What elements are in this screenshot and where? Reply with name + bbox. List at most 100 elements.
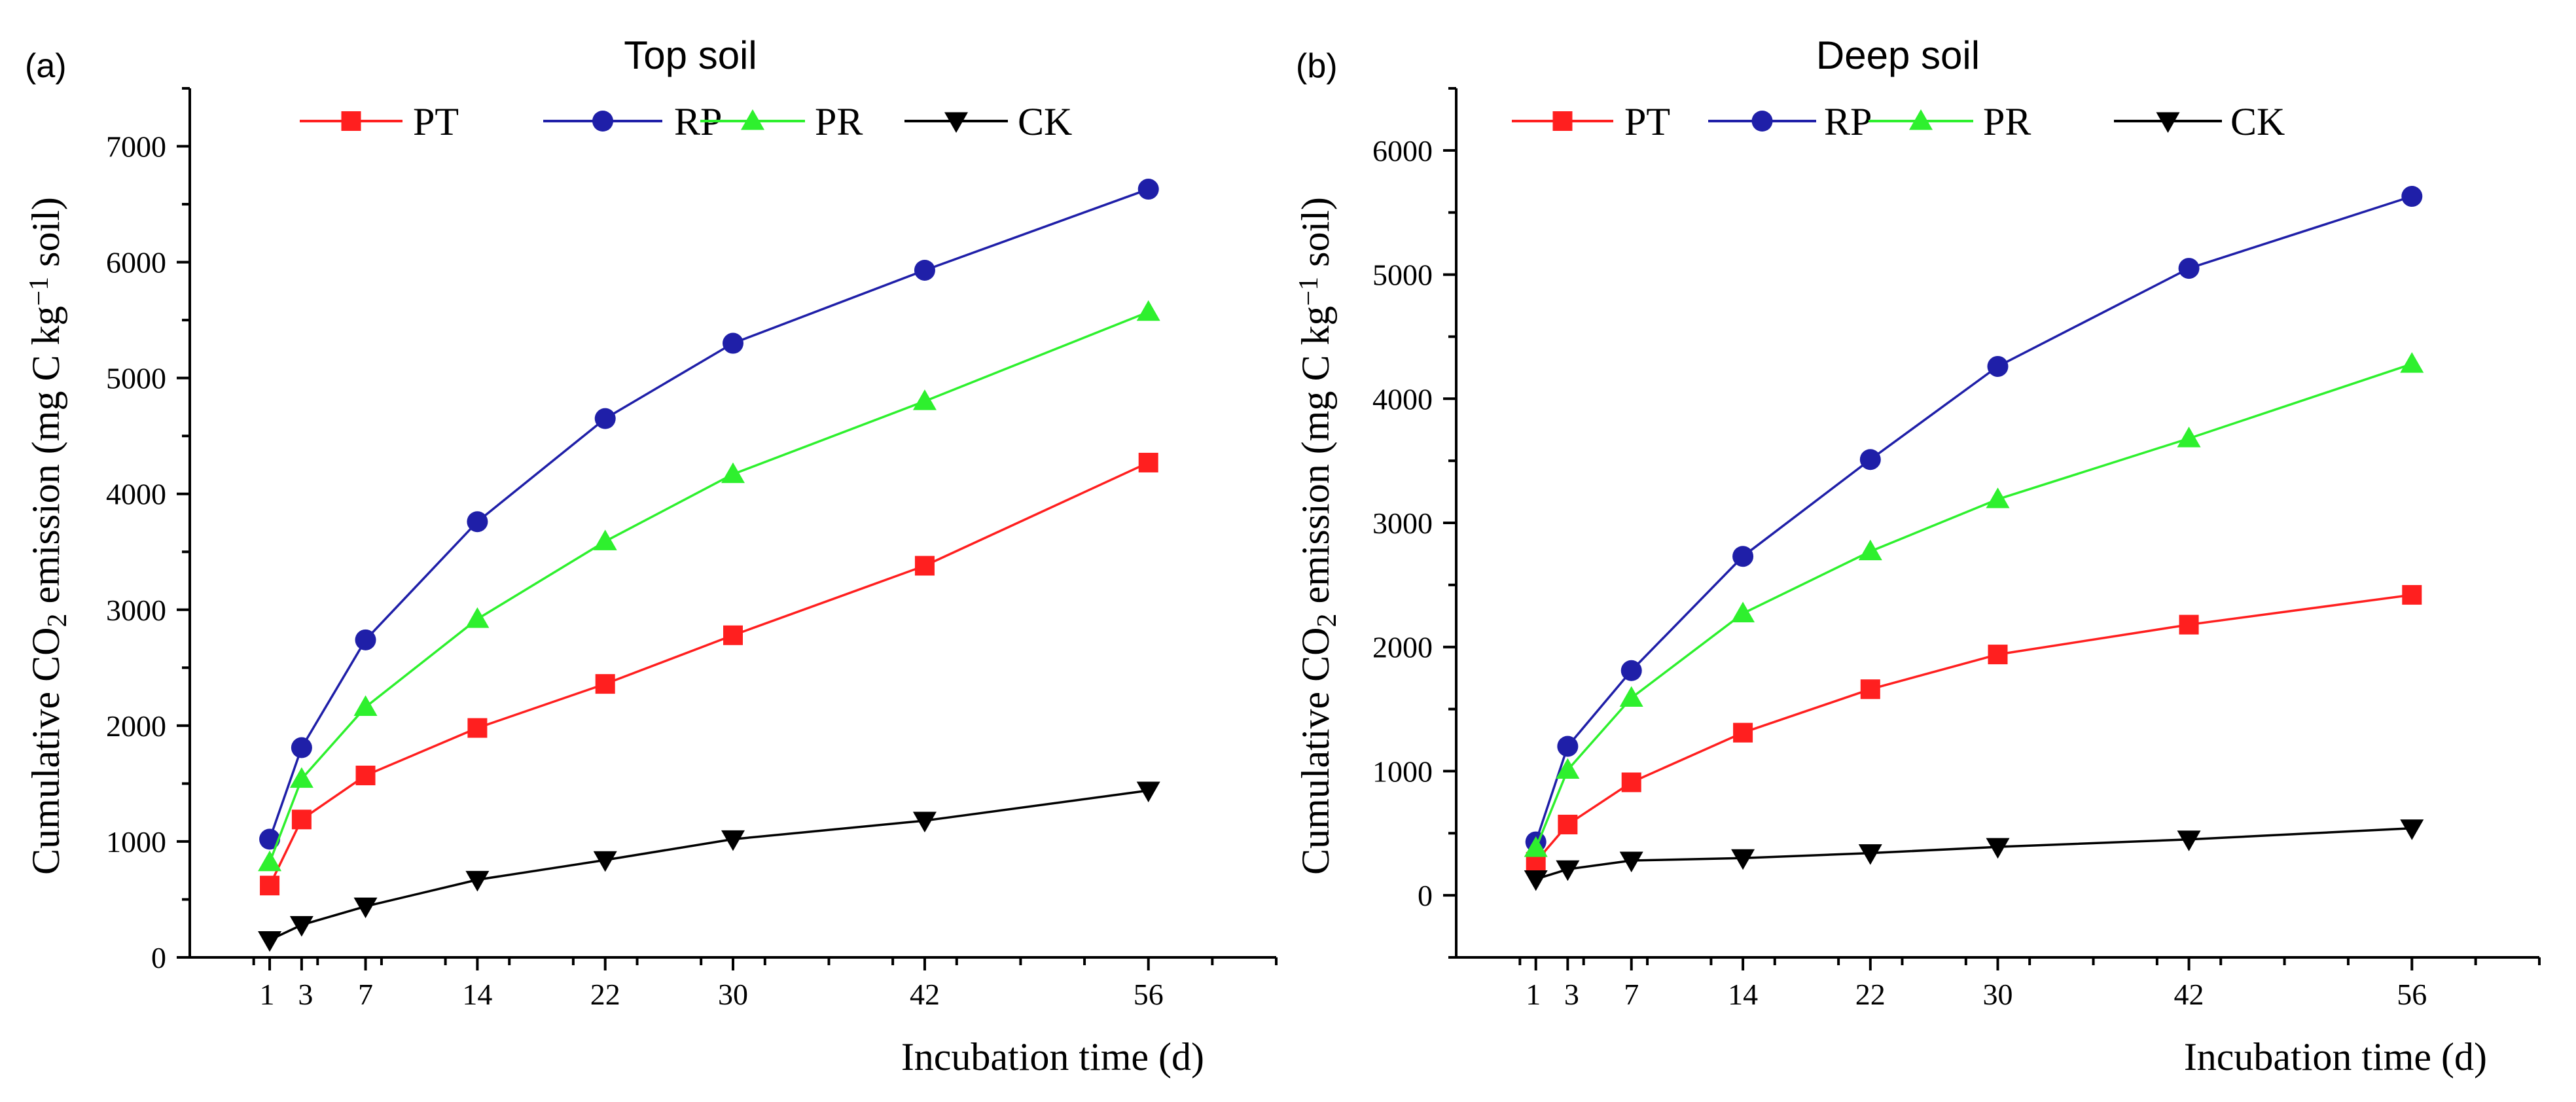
- series-line-pt: [268, 461, 1149, 886]
- data-point-ck: [2400, 819, 2424, 840]
- y-tick-label: 5000: [106, 362, 166, 395]
- data-point-pr: [353, 695, 378, 717]
- y-axis-title-superscript: −1: [1294, 277, 1324, 306]
- data-point-pr: [1858, 539, 1882, 561]
- data-point-pr: [258, 850, 282, 872]
- series-pr: [1524, 352, 2424, 857]
- data-point-rp: [1620, 660, 1642, 681]
- legend-marker: [741, 109, 764, 130]
- y-tick-label: 4000: [1372, 382, 1433, 416]
- data-point-rp: [1137, 179, 1159, 200]
- legend-marker: [944, 112, 968, 133]
- y-tick-label: 0: [1418, 879, 1433, 912]
- data-point-ck: [721, 830, 745, 851]
- legend-marker: [592, 111, 613, 132]
- series-line-pr: [268, 311, 1149, 863]
- data-point-rp: [355, 629, 376, 650]
- data-point-rp: [1732, 546, 1754, 567]
- legend-label: CK: [1018, 100, 1072, 143]
- data-point-pt: [291, 809, 312, 830]
- x-tick-label: 14: [1728, 978, 1758, 1011]
- x-tick-label: 3: [298, 978, 313, 1011]
- data-point-pt: [1558, 815, 1578, 835]
- data-point-pt: [2179, 614, 2199, 635]
- data-point-pr: [1731, 601, 1755, 622]
- y-axis-title-superscript: −1: [24, 277, 54, 306]
- legend-label: PT: [1624, 100, 1670, 143]
- data-point-rp: [1557, 736, 1579, 757]
- x-tick-label: 3: [1564, 978, 1579, 1011]
- y-tick-label: 1000: [1372, 755, 1433, 788]
- y-tick-label: 4000: [106, 478, 166, 511]
- data-point-pt: [355, 766, 376, 786]
- x-tick-label: 1: [1526, 978, 1541, 1011]
- data-point-pt: [2402, 585, 2422, 605]
- legend-item-rp: RP: [543, 100, 722, 143]
- chart-title: Top soil: [624, 33, 757, 77]
- legend-marker: [1751, 111, 1773, 132]
- x-tick-label: 30: [718, 978, 748, 1011]
- y-tick-label: 7000: [106, 130, 166, 164]
- y-tick-label: 2000: [106, 709, 166, 743]
- series-line-pt: [1535, 594, 2412, 863]
- legend-label: RP: [1824, 100, 1872, 143]
- data-point-rp: [291, 737, 312, 758]
- data-point-ck: [289, 915, 313, 937]
- x-tick-label: 7: [358, 978, 373, 1011]
- y-tick-label: 1000: [106, 825, 166, 859]
- series-rp: [259, 179, 1159, 850]
- data-point-ck: [465, 870, 490, 892]
- y-axis-title-subscript: 2: [1312, 614, 1342, 628]
- legend-marker: [2156, 112, 2180, 133]
- data-point-pr: [2177, 426, 2201, 448]
- data-point-rp: [467, 511, 488, 533]
- x-tick-label: 14: [462, 978, 492, 1011]
- y-axis-title-middle: emission (mg C kg: [24, 306, 67, 614]
- legend-item-pt: PT: [300, 100, 459, 143]
- legend-label: PR: [815, 100, 863, 143]
- data-point-rp: [1987, 355, 2009, 377]
- data-point-pt: [1138, 452, 1158, 472]
- y-tick-label: 5000: [1372, 258, 1433, 292]
- legend-marker: [341, 111, 361, 131]
- y-tick-label: 6000: [1372, 134, 1433, 168]
- data-point-pr: [1136, 300, 1160, 321]
- series-line-ck: [269, 789, 1149, 942]
- legend-label: PT: [413, 100, 459, 143]
- y-axis-title: Cumulative CO2 emission (mg C kg−1 soil): [1294, 197, 1342, 875]
- data-point-ck: [1731, 849, 1755, 870]
- data-point-rp: [259, 828, 281, 850]
- data-point-ck: [2177, 830, 2201, 851]
- data-point-pr: [1619, 686, 1643, 707]
- legend-marker: [1552, 111, 1573, 131]
- data-point-pr: [289, 767, 313, 788]
- y-axis-title-middle: emission (mg C kg: [1294, 306, 1337, 614]
- data-point-ck: [353, 897, 378, 919]
- x-tick-label: 7: [1624, 978, 1639, 1011]
- data-point-ck: [1986, 838, 2010, 859]
- data-point-pt: [1621, 772, 1641, 792]
- data-point-ck: [1619, 851, 1643, 873]
- legend-item-pr: PR: [700, 100, 863, 143]
- legend-item-ck: CK: [904, 100, 1072, 143]
- legend: PT RP PR CK: [300, 100, 1072, 143]
- data-point-ck: [1858, 844, 1882, 865]
- x-tick-label: 56: [1134, 978, 1164, 1011]
- legend-marker: [1909, 109, 1933, 130]
- data-point-ck: [912, 811, 937, 833]
- data-point-ck: [1556, 860, 1580, 881]
- data-point-rp: [914, 259, 935, 281]
- y-axis-title-subscript: 2: [43, 614, 73, 628]
- series-pt: [260, 452, 1158, 896]
- y-tick-label: 3000: [1372, 507, 1433, 540]
- data-point-pr: [721, 462, 745, 484]
- data-point-pt: [914, 556, 935, 576]
- data-point-pt: [723, 625, 743, 645]
- y-axis-title-prefix: Cumulative CO: [24, 628, 67, 875]
- data-point-pr: [465, 607, 490, 628]
- y-tick-label: 6000: [106, 246, 166, 279]
- y-tick-label: 2000: [1372, 631, 1433, 664]
- data-point-pt: [1733, 722, 1753, 743]
- legend-label: CK: [2230, 100, 2285, 143]
